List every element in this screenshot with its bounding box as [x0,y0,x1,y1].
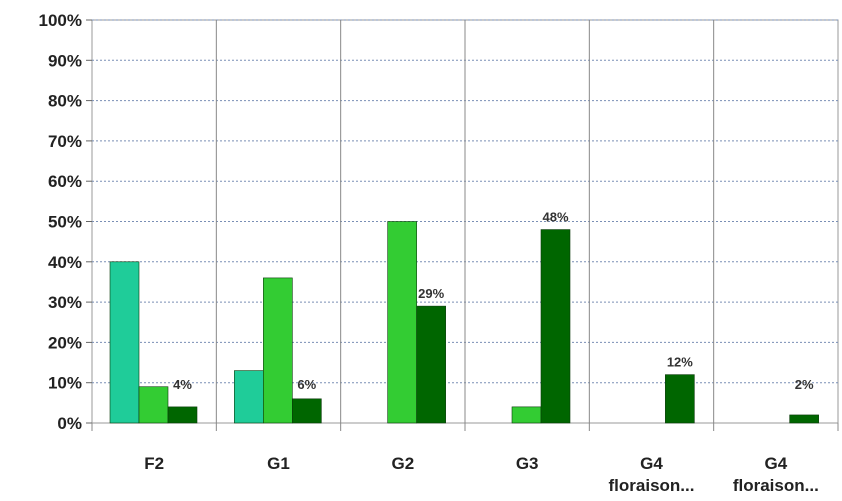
bar-series-2 [511,406,542,424]
bar-series-2 [387,221,417,424]
data-label: 6% [297,377,316,392]
y-tick-label: 80% [48,92,82,111]
x-tick-label: G2 [391,454,414,473]
x-tick-label: G3 [516,454,539,473]
data-label: 2% [795,377,814,392]
data-label: 4% [173,377,192,392]
bar-series-3 [789,414,819,424]
bar-series-3 [540,229,571,424]
y-tick-label: 10% [48,374,82,393]
data-label: 48% [542,210,568,225]
y-tick-label: 90% [48,51,82,70]
x-tick-label: F2 [144,454,164,473]
y-tick-label: 20% [48,333,82,352]
y-tick-label: 60% [48,172,82,191]
y-tick-label: 70% [48,132,82,151]
y-tick-label: 50% [48,213,82,232]
bar-series-3 [416,305,446,424]
y-tick-label: 40% [48,253,82,272]
y-tick-label: 0% [57,414,82,433]
bar-series-2 [138,386,169,424]
bar-series-3 [665,374,695,424]
x-tick-label: G4 [640,454,663,473]
x-tick-label: floraison... [609,476,695,495]
data-label: 12% [667,355,693,370]
bar-series-1 [234,370,264,424]
x-tick-label: floraison... [733,476,819,495]
y-tick-label: 100% [39,11,82,30]
bar-series-3 [292,398,322,424]
data-label: 29% [418,286,444,301]
x-tick-label: G4 [764,454,787,473]
bar-series-1 [109,261,140,424]
y-tick-label: 30% [48,293,82,312]
bar-series-3 [167,406,198,424]
x-tick-label: G1 [267,454,290,473]
bar-series-2 [263,277,293,424]
